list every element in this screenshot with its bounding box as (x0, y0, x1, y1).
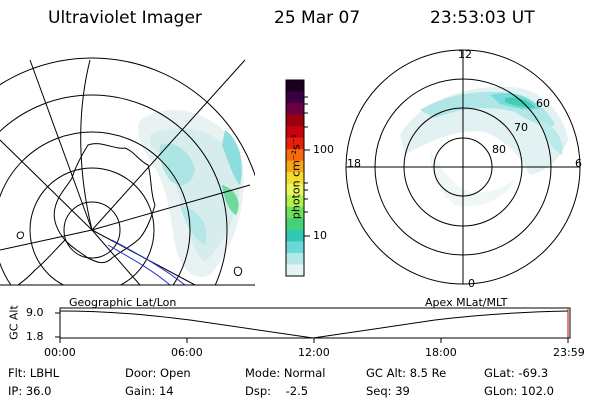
colorbar-segment (286, 206, 304, 219)
colorbar-segment (286, 149, 304, 162)
altitude-x-ticks (55, 312, 569, 343)
colorbar-segment (286, 264, 304, 277)
geo-islands (16, 231, 243, 276)
colorbar-segment (286, 160, 304, 173)
gc-altitude-status: GC Alt: 8.5 Re (366, 366, 447, 380)
apex-grid (345, 49, 581, 285)
colorbar-tick-100: 100 (313, 143, 334, 156)
altitude-ytick-9: 9.0 (26, 306, 44, 319)
geo-latitude-grid (0, 57, 255, 285)
apex-mlt-0-label: 0 (468, 277, 475, 290)
altitude-xtick-0600: 06:00 (171, 346, 203, 359)
apex-mlt-18-label: 18 (347, 157, 361, 170)
geographic-latitude-status: GLat: -69.3 (484, 366, 549, 380)
color-scale-bar (285, 79, 305, 277)
colorbar-segment (286, 114, 304, 127)
instrument-title: Ultraviolet Imager (48, 8, 202, 28)
dsp-status: Dsp: -2.5 (245, 384, 309, 398)
apex-lat-60-label: 60 (536, 97, 550, 110)
colorbar-frame (285, 79, 305, 277)
sequence-status: Seq: 39 (366, 384, 410, 398)
colorbar-segment (286, 241, 304, 254)
colorbar-segment (286, 126, 304, 139)
colorbar-unit-label: photon cm⁻²s⁻¹ (289, 133, 303, 220)
door-status: Door: Open (125, 366, 191, 380)
altitude-xtick-1800: 18:00 (425, 346, 457, 359)
geographic-panel-label: Geographic Lat/Lon (69, 296, 177, 309)
altitude-plot (55, 307, 571, 343)
geo-longitude-grid (0, 59, 251, 285)
antarctic-peninsula (17, 239, 66, 285)
gain-status: Gain: 14 (125, 384, 174, 398)
colorbar-segment (286, 218, 304, 231)
apex-mlt-12-label: 12 (458, 48, 472, 61)
orbit-track (107, 239, 186, 285)
colorbar-segment (286, 91, 304, 104)
colorbar-segment (286, 195, 304, 208)
apex-aurora-emission (400, 86, 568, 207)
apex-lat-80-label: 80 (492, 143, 506, 156)
colorbar-ticks (304, 96, 310, 237)
colorbar-segment (286, 229, 304, 242)
apex-lat-70-label: 70 (514, 121, 528, 134)
altitude-curve (59, 310, 569, 339)
altitude-xtick-2359: 23:59 (553, 346, 585, 359)
apex-panel-label: Apex MLat/MLT (425, 296, 508, 309)
filter-status: Flt: LBHL (8, 366, 60, 380)
colorbar-segment (286, 137, 304, 150)
altitude-ytick-1-8: 1.8 (26, 330, 44, 343)
antarctica-coastline (53, 143, 156, 264)
geographic-map (0, 57, 255, 285)
altitude-xtick-1200: 12:00 (298, 346, 330, 359)
mode-status: Mode: Normal (245, 366, 326, 380)
observation-date: 25 Mar 07 (274, 8, 361, 28)
colorbar-segment (286, 183, 304, 196)
apex-map (400, 86, 568, 207)
observation-time: 23:53:03 UT (430, 8, 535, 28)
colorbar-segment (286, 103, 304, 116)
ip-status: IP: 36.0 (8, 384, 52, 398)
geographic-longitude-status: GLon: 102.0 (484, 384, 554, 398)
colorbar-segment (286, 252, 304, 265)
colorbar-segment (286, 172, 304, 185)
altitude-ylabel: GC Alt (7, 305, 21, 340)
altitude-xtick-0000: 00:00 (44, 346, 76, 359)
colorbar-segment (286, 80, 304, 93)
geo-aurora-emission (138, 110, 244, 277)
colorbar-tick-10: 10 (313, 229, 327, 242)
apex-mlt-6-label: 6 (575, 157, 582, 170)
